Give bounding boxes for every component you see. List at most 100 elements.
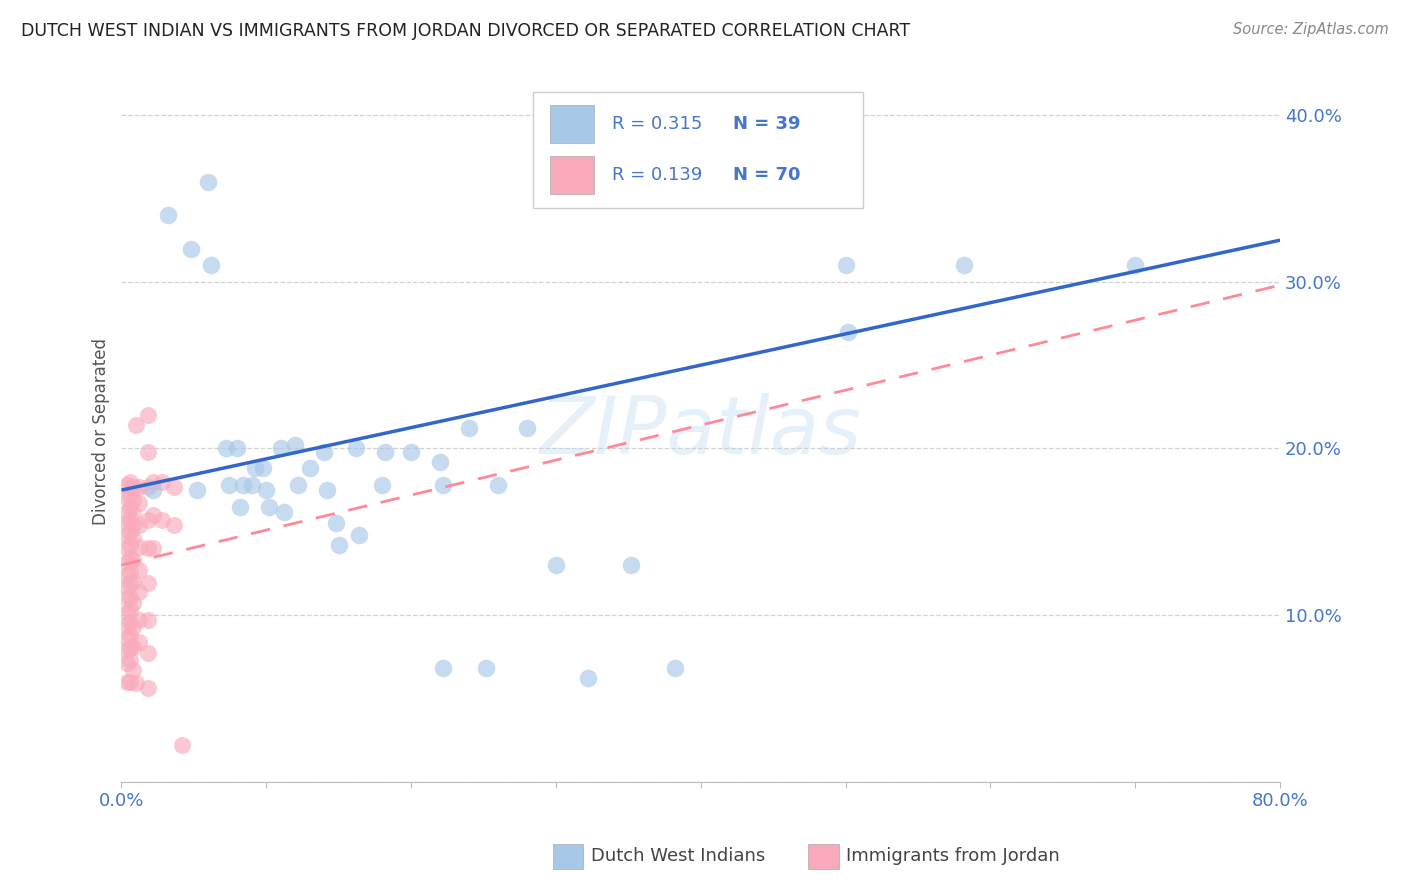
Point — [284, 438, 307, 452]
Point — [172, 738, 194, 752]
Point — [475, 661, 498, 675]
Point — [200, 258, 222, 272]
Point — [120, 674, 142, 689]
Point — [328, 538, 350, 552]
FancyBboxPatch shape — [550, 156, 595, 194]
Point — [142, 475, 165, 489]
Point — [128, 634, 150, 648]
Text: ZIPatlas: ZIPatlas — [540, 392, 862, 471]
Point — [186, 483, 208, 497]
Point — [162, 480, 184, 494]
Point — [226, 442, 249, 456]
Point — [254, 483, 277, 497]
Point — [122, 574, 145, 589]
Point — [664, 661, 686, 675]
Point — [432, 478, 454, 492]
Point — [298, 461, 321, 475]
Point — [128, 480, 150, 494]
Point — [314, 444, 336, 458]
Point — [136, 444, 159, 458]
Point — [197, 175, 219, 189]
Point — [122, 507, 145, 521]
Point — [458, 421, 481, 435]
Point — [136, 513, 159, 527]
Point — [162, 518, 184, 533]
Point — [120, 475, 142, 489]
Point — [115, 478, 138, 492]
Point — [576, 672, 599, 686]
Point — [516, 421, 538, 435]
Point — [136, 576, 159, 591]
Point — [115, 516, 138, 531]
Point — [115, 605, 138, 619]
Point — [128, 496, 150, 510]
Point — [620, 558, 643, 573]
Point — [180, 242, 202, 256]
Point — [120, 538, 142, 552]
Point — [120, 653, 142, 667]
Point — [399, 444, 422, 458]
Point — [122, 480, 145, 494]
Point — [120, 576, 142, 591]
Point — [953, 258, 976, 272]
Text: DUTCH WEST INDIAN VS IMMIGRANTS FROM JORDAN DIVORCED OR SEPARATED CORRELATION CH: DUTCH WEST INDIAN VS IMMIGRANTS FROM JOR… — [21, 22, 910, 40]
Text: Dutch West Indians: Dutch West Indians — [591, 847, 765, 865]
Point — [120, 501, 142, 516]
Point — [136, 613, 159, 627]
Point — [344, 442, 367, 456]
Text: N = 39: N = 39 — [733, 115, 800, 133]
Point — [486, 478, 509, 492]
Point — [544, 558, 567, 573]
Point — [218, 478, 240, 492]
Point — [120, 551, 142, 566]
Text: R = 0.139: R = 0.139 — [612, 166, 702, 184]
Point — [122, 620, 145, 634]
Point — [136, 480, 159, 494]
Point — [1123, 258, 1146, 272]
Point — [120, 524, 142, 539]
Point — [270, 442, 292, 456]
Point — [347, 528, 370, 542]
FancyBboxPatch shape — [550, 104, 595, 143]
Point — [837, 325, 859, 339]
Point — [115, 505, 138, 519]
Point — [316, 483, 339, 497]
Point — [136, 408, 159, 422]
Point — [122, 663, 145, 677]
Point — [122, 532, 145, 546]
Point — [120, 628, 142, 642]
Point — [128, 518, 150, 533]
Point — [120, 565, 142, 579]
Point — [115, 491, 138, 506]
Point — [115, 555, 138, 569]
Text: N = 70: N = 70 — [733, 166, 800, 184]
Point — [429, 455, 451, 469]
Point — [374, 444, 396, 458]
Point — [122, 640, 145, 654]
Point — [128, 613, 150, 627]
Point — [115, 674, 138, 689]
Point — [287, 478, 309, 492]
Point — [257, 500, 280, 514]
Point — [142, 541, 165, 556]
Point — [122, 553, 145, 567]
Point — [215, 442, 238, 456]
Point — [371, 478, 394, 492]
Point — [120, 603, 142, 617]
Point — [120, 513, 142, 527]
Point — [128, 563, 150, 577]
Point — [115, 541, 138, 556]
Point — [115, 580, 138, 594]
Point — [142, 483, 165, 497]
FancyBboxPatch shape — [533, 93, 863, 208]
Point — [120, 590, 142, 604]
Point — [229, 500, 252, 514]
Point — [128, 540, 150, 554]
Point — [150, 513, 173, 527]
Point — [115, 632, 138, 646]
Point — [136, 646, 159, 660]
Point — [240, 478, 263, 492]
Point — [115, 591, 138, 606]
Point — [136, 681, 159, 696]
Point — [432, 661, 454, 675]
